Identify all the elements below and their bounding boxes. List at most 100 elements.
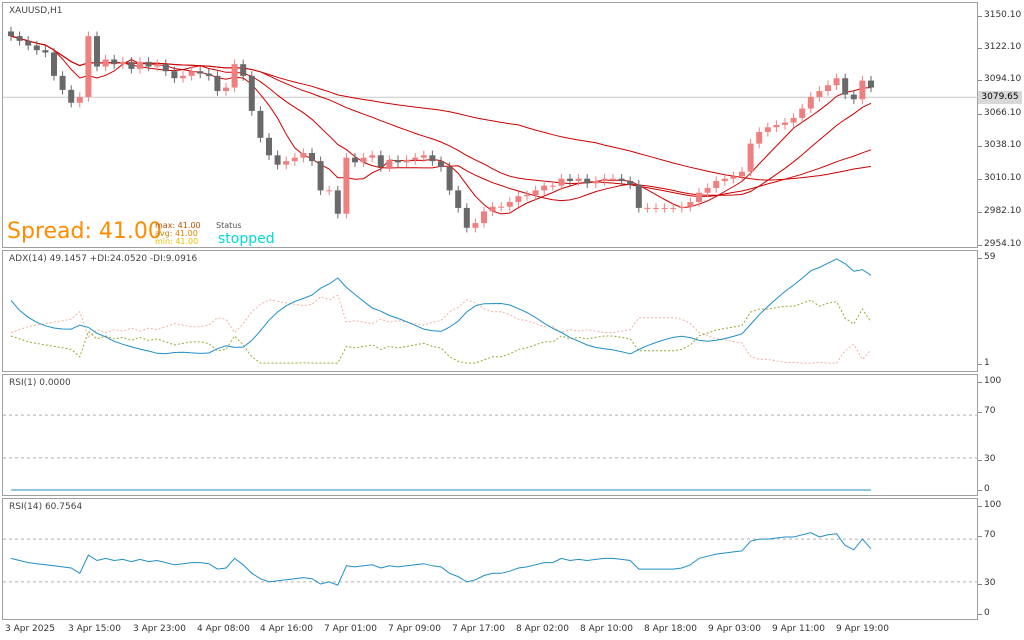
candle-body [274,155,281,165]
candle-body [816,91,823,97]
candle-body [119,61,126,65]
adx-tick: 1 [978,358,990,368]
candle-body [773,124,780,128]
candle-body [197,71,204,74]
candle-body [601,178,608,182]
candle-body [618,178,625,182]
adx-label: ADX(14) 49.1457 +DI:24.0520 -DI:9.0916 [9,254,198,264]
candle-body [799,108,806,118]
current-price-marker: 3079.65 [978,91,1022,104]
rsi1-pane[interactable]: RSI(1) 0.0000 [2,374,979,496]
candle-body [721,178,728,182]
candle-body [704,188,711,193]
candle-body [8,31,14,37]
candle-body [205,73,212,76]
rsi14-tick: 70 [977,530,996,540]
status-label: Status [216,221,242,230]
candle-body [489,206,496,212]
candle-body [756,131,763,144]
candle-body [842,78,849,95]
candle-body [481,211,487,224]
price-tick: 3038.10 [977,140,1022,150]
adx-chart [10,258,872,364]
time-tick: 8 Apr 10:00 [580,624,633,634]
time-tick: 8 Apr 18:00 [644,624,697,634]
candle-body [472,223,479,228]
candle-body [266,137,272,156]
di-plus-line [10,299,872,364]
candle-body [102,59,109,67]
candle-body [42,50,49,53]
candle-body [541,185,548,191]
rsi14-line [10,532,872,586]
symbol-label: XAUUSD,H1 [9,6,63,16]
rsi14-tick: 0 [978,608,990,618]
candle-body [653,207,659,209]
candle-body [59,75,66,90]
spread-min: min: 41.00 [155,237,199,246]
candle-body [248,75,255,111]
di-minus-line [10,294,872,364]
candle-body [403,159,410,163]
candle-body [369,155,376,158]
candle-body [343,157,350,214]
spread-value: Spread: 41.00 [7,219,162,244]
candle-body [257,110,264,138]
candle-body [610,178,616,180]
candle-body [154,64,161,67]
candle-body [16,36,23,41]
rsi1-chart [3,414,979,491]
candle-body [575,178,582,182]
candle-body [790,117,797,123]
adx-axis: 59 1 [977,250,1024,372]
rsi1-tick: 0 [978,484,990,494]
rsi14-tick: 30 [977,578,996,588]
price-chart-pane[interactable]: XAUUSD,H1 Spread: 41.00 max: 41.00 avg: … [2,2,979,249]
price-axis[interactable]: 3150.10 3122.10 3094.10 3066.10 3038.10 … [977,2,1024,249]
candle-body [515,196,522,203]
candle-body [438,161,444,168]
status-value: stopped [218,231,275,247]
candle-body [309,152,315,162]
candle-body [162,64,169,72]
candle-body [696,192,702,203]
rsi14-pane[interactable]: RSI(14) 60.7564 [2,498,979,620]
time-tick: 3 Apr 2025 [5,624,55,634]
candle-body [833,78,840,86]
candle-body [386,159,393,168]
time-tick: 7 Apr 09:00 [388,624,441,634]
rsi1-axis: 100 70 30 0 [977,374,1024,496]
candle-body [137,61,143,69]
adx-tick: 59 [977,252,996,262]
candle-body [455,190,462,208]
candle-body [739,171,745,177]
time-tick: 9 Apr 03:00 [708,624,761,634]
price-tick: 3010.10 [977,173,1022,183]
candle-body [223,87,229,92]
candle-body [661,207,668,209]
rsi14-tick: 100 [977,500,1002,510]
candle-body [33,45,40,51]
time-tick: 4 Apr 16:00 [260,624,313,634]
rsi14-chart [3,532,979,586]
candle-body [231,64,238,88]
rsi1-label: RSI(1) 0.0000 [9,378,71,388]
spread-max: max: 41.00 [155,221,201,230]
candle-body [730,176,737,179]
time-tick: 8 Apr 02:00 [516,624,569,634]
candle-body [240,64,247,76]
candle-body [764,127,771,132]
candle-body [412,157,419,160]
time-tick: 7 Apr 17:00 [452,624,505,634]
candle-body [291,157,298,162]
candle-body [524,195,530,197]
candle-body [868,80,874,88]
price-chart[interactable] [3,3,979,249]
price-tick: 2954.10 [977,239,1022,249]
candle-body [713,181,720,189]
adx-pane[interactable]: ADX(14) 49.1457 +DI:24.0520 -DI:9.0916 [2,250,978,372]
candle-body [145,61,152,67]
candle-body [188,71,195,76]
candle-body [128,61,135,69]
candle-body [51,52,57,76]
